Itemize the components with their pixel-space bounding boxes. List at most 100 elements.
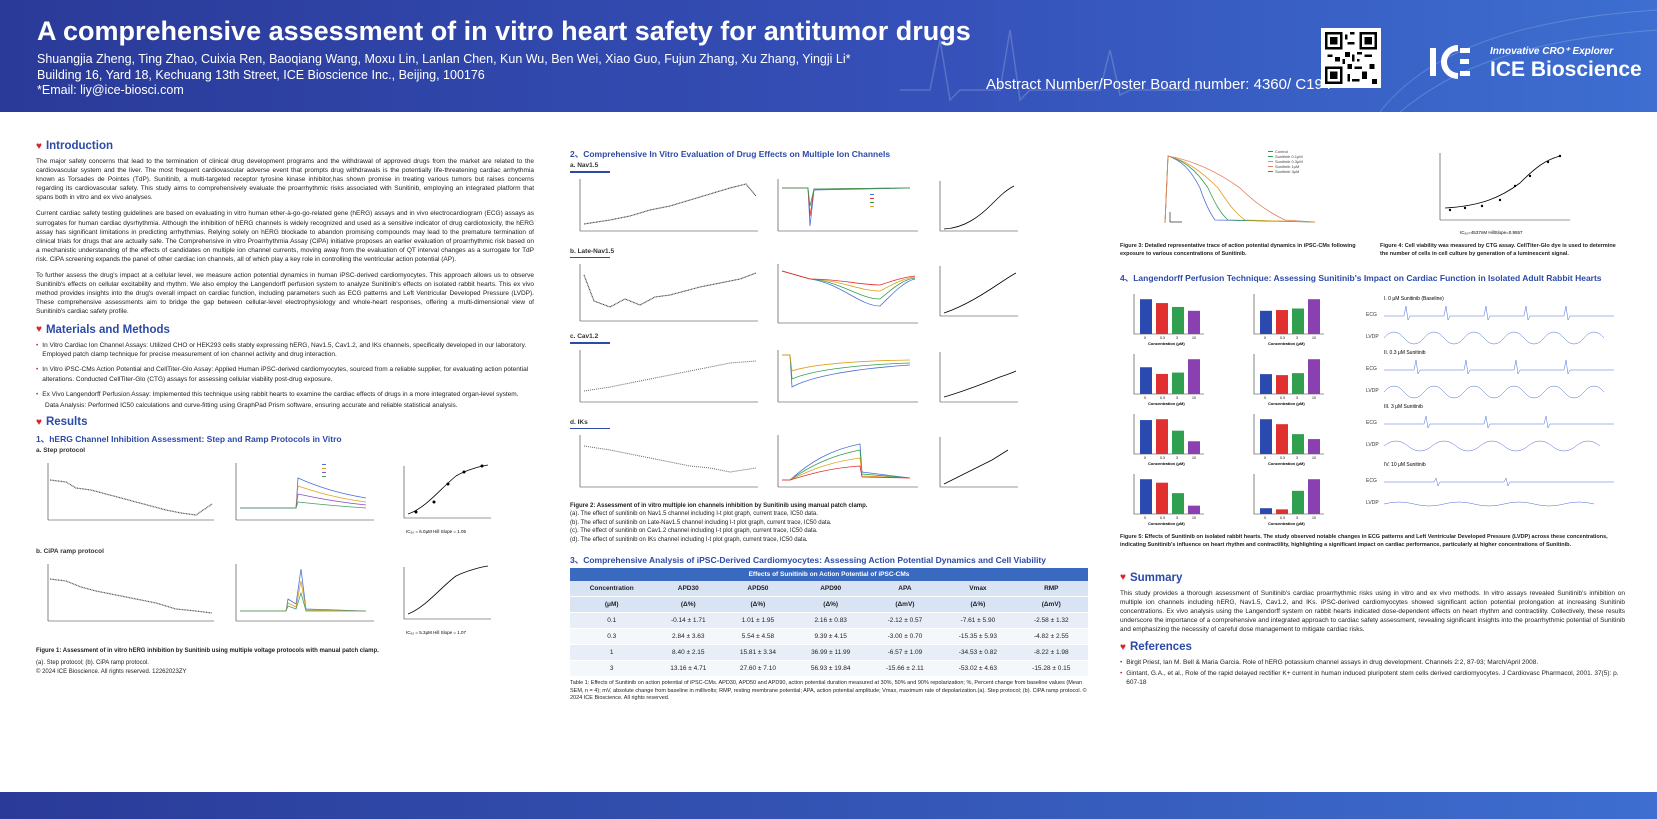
methods-item: • In Vitro Cardiac Ion Channel Assays: Ut…	[36, 341, 527, 358]
lvdp-row-label: LVDP	[1366, 442, 1379, 448]
table-row: 3 13.16 ± 4.71 27.60 ± 7.10 56.93 ± 19.84 -1…	[570, 660, 1088, 677]
copyright-text: © 2024 ICE Bioscience. All rights reserv…	[36, 668, 187, 675]
figure2-line: (b). The effect of sunitinib on Late-Nav…	[570, 519, 832, 526]
figure3-caption: Figure 3: Detailed representative trace …	[1120, 243, 1356, 257]
svg-text:Sunitinib 0.1μM: Sunitinib 0.1μM	[1275, 154, 1303, 159]
methods-item: • In Vitro iPSC-CMs Action Potential and …	[36, 366, 529, 383]
bar-tick-label: 0	[1144, 336, 1146, 340]
figure3-block: Control Sunitinib 0.1μM Sunitinib 0.3μM …	[1120, 148, 1370, 258]
bar	[1292, 373, 1304, 395]
nav15-label: a. Nav1.5	[570, 162, 599, 169]
section3-title: 3、Comprehensive Analysis of iPSC-Derived…	[570, 554, 1046, 565]
bar-tick-label: 10	[1312, 456, 1316, 460]
nav15-it-plot	[579, 178, 758, 231]
reference-item: • Birgit Priest, Ian M. Bell & Maria Garc…	[1120, 659, 1539, 667]
bar-axis-label: Concentration (μM)	[1268, 461, 1305, 466]
figure4-caption: Figure 4: Cell viability was measured by…	[1380, 243, 1616, 257]
bar	[1140, 299, 1152, 335]
bar	[1292, 434, 1304, 455]
herg-ramp-ic50-curve: IC₅₀ = 5.3μM Hill Slope = 1.07	[403, 565, 491, 635]
iks-it-plot	[579, 435, 758, 488]
bar	[1140, 367, 1152, 395]
poster-title: A comprehensive assessment of in vitro h…	[37, 16, 971, 46]
bar-axis-label: Concentration (μM)	[1268, 401, 1305, 406]
qr-code-icon[interactable]	[1321, 28, 1381, 88]
intro-paragraph-2: Current cardiac safety testing guideline…	[36, 210, 534, 263]
bar	[1156, 419, 1168, 455]
introduction-heading: ♥ Introduction	[36, 140, 114, 152]
bar-tick-label: 0	[1264, 336, 1266, 340]
bar	[1292, 491, 1304, 515]
bar	[1172, 372, 1184, 395]
bar-tick-label: 0.3	[1160, 516, 1165, 520]
bar-tick-label: 3	[1176, 336, 1178, 340]
methods-item: • Ex Vivo Langendorff Perfusion Assay: Im…	[36, 391, 519, 399]
bar-axis-label: Concentration (μM)	[1148, 341, 1185, 346]
bar-tick-label: 3	[1296, 336, 1298, 340]
figure1-caption: Figure 1: Assessment of in vitro hERG in…	[36, 648, 379, 655]
bar-tick-label: 0	[1264, 456, 1266, 460]
bar	[1292, 308, 1304, 335]
ecg-lvdp-traces: I. 0 μM Sunitinib (Baseline) ECG LVDP II…	[1366, 296, 1614, 507]
section2-title: 2、Comprehensive In Vitro Evaluation of D…	[570, 149, 891, 159]
step-protocol-panels: IC₅₀ = 6.0μM Hill Slope = 1.05	[36, 458, 534, 538]
bar-tick-label: 10	[1192, 336, 1196, 340]
late-nav15-ic50-curve	[939, 266, 1018, 317]
ic50-step-text: IC₅₀ = 6.0μM Hill Slope = 1.05	[406, 529, 467, 534]
heart-icon: ♥	[1120, 572, 1126, 584]
iks-label: d. IKs	[570, 418, 588, 426]
figure2-caption: Figure 2: Assessment of in vitro multipl…	[570, 503, 868, 509]
bar	[1140, 420, 1152, 455]
late-nav15-label: b. Late-Nav1.5	[570, 247, 615, 255]
bar-tick-label: 0.3	[1280, 516, 1285, 520]
bar-tick-label: 3	[1296, 396, 1298, 400]
svg-text:Sunitinib 1μM: Sunitinib 1μM	[1275, 164, 1299, 169]
bar	[1260, 508, 1272, 515]
contact-email[interactable]: *Email: liy@ice-biosci.com	[37, 83, 184, 97]
heart-icon: ♥	[36, 416, 42, 428]
herg-ramp-it-plot	[47, 564, 214, 622]
bar	[1308, 299, 1320, 335]
langendorff-figure: 0 0.3 3 10 Concentration (μM) 0 0.3 3 10 Concentr…	[1120, 290, 1625, 530]
summary-text: This study provides a thorough assessmen…	[1120, 589, 1625, 634]
ap-and-ctg-figures: Control Sunitinib 0.1μM Sunitinib 0.3μM …	[1120, 148, 1625, 258]
company-logo: Innovative CRO⁺ Explorer ICE Bioscience	[1428, 40, 1642, 84]
bar-axis-label: Concentration (μM)	[1148, 461, 1185, 466]
bar	[1308, 359, 1320, 395]
late-nav15-current-trace	[777, 264, 918, 324]
late-nav15-it-plot	[579, 264, 758, 322]
nav15-panels	[570, 176, 1090, 244]
cav12-current-trace	[777, 349, 918, 402]
cav12-underline	[570, 342, 610, 344]
bar	[1276, 509, 1288, 515]
ecg-section-title: II. 0.3 μM Sunitinib	[1384, 350, 1426, 356]
cav12-it-plot	[579, 349, 758, 402]
bar	[1260, 311, 1272, 335]
ctg-viability-curve: IC₅₀=4537nM HillSlope=0.9557	[1439, 153, 1570, 235]
figure4-block: IC₅₀=4537nM HillSlope=0.9557 Figure 4: C…	[1380, 148, 1620, 258]
table-row: 1 8.40 ± 2.15 15.81 ± 3.34 36.99 ± 11.99 -6.…	[570, 644, 1088, 661]
bar-tick-label: 3	[1176, 456, 1178, 460]
iks-underline	[570, 427, 610, 429]
ramp-protocol-label: b. CiPA ramp protocol	[36, 548, 104, 556]
bar-tick-label: 0	[1144, 516, 1146, 520]
column-right: Control Sunitinib 0.1μM Sunitinib 0.3μM …	[1120, 148, 1625, 690]
late-nav15-panels	[570, 261, 1090, 329]
ic50-ramp-text: IC₅₀ = 5.3μM Hill Slope = 1.07	[406, 630, 467, 635]
bar-tick-label: 10	[1192, 516, 1196, 520]
bar-tick-label: 3	[1176, 516, 1178, 520]
bar-tick-label: 0.3	[1160, 336, 1165, 340]
table-row: 0.3 2.84 ± 3.63 5.54 ± 4.58 9.39 ± 4.15 -3.0…	[570, 628, 1088, 645]
bar	[1276, 424, 1288, 455]
lvdp-row-label: LVDP	[1366, 388, 1379, 394]
bar	[1188, 359, 1200, 395]
ap-trace-chart: Control Sunitinib 0.1μM Sunitinib 0.3μM …	[1164, 149, 1316, 224]
cav12-label: c. Cav1.2	[570, 333, 599, 340]
figure1-subcaption: (a). Step protocol; (b). CiPA ramp proto…	[36, 660, 149, 667]
bar-tick-label: 3	[1176, 396, 1178, 400]
logo-tagline: Innovative CRO⁺ Explorer	[1490, 46, 1614, 57]
bar-axis-label: Concentration (μM)	[1268, 341, 1305, 346]
nav15-current-trace	[777, 178, 918, 231]
